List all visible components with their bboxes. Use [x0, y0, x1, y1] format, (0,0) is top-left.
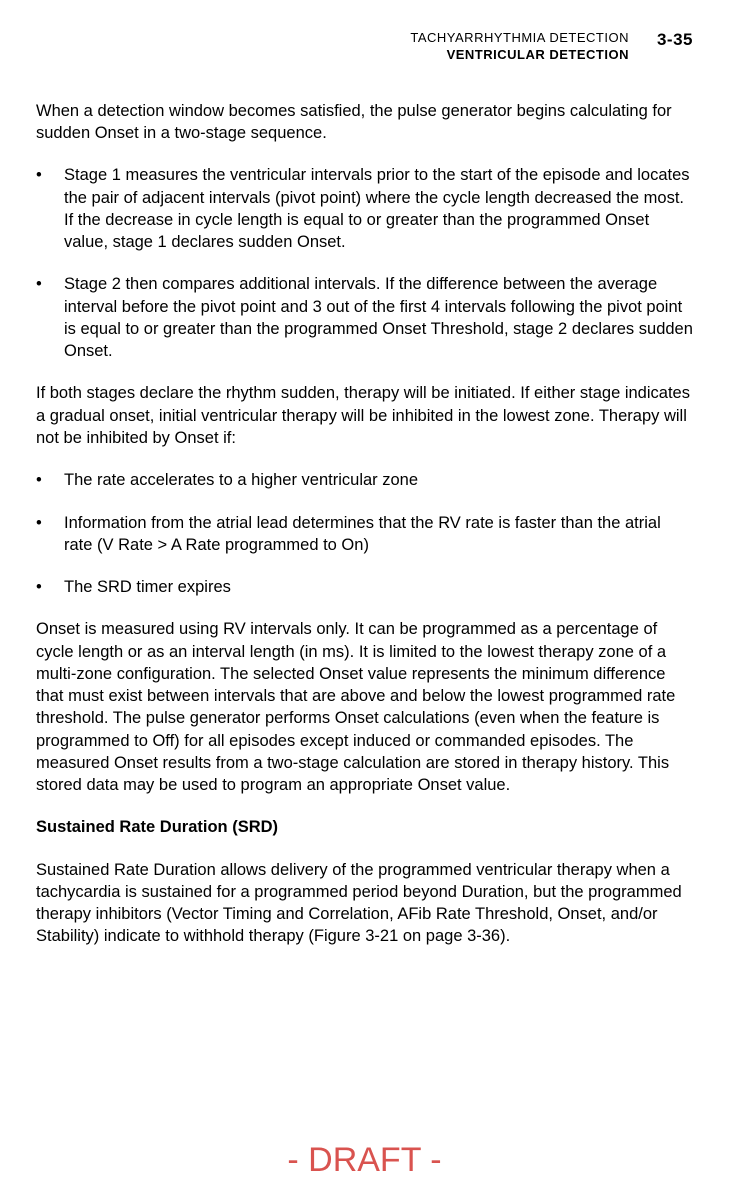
bullet-item: • The SRD timer expires [36, 576, 693, 598]
bullet-item: • Stage 2 then compares additional inter… [36, 273, 693, 362]
draft-watermark: - DRAFT - [0, 1141, 729, 1180]
paragraph-4: Sustained Rate Duration allows delivery … [36, 859, 693, 948]
bullet-text: Stage 2 then compares additional interva… [64, 273, 693, 362]
bullet-marker: • [36, 469, 64, 491]
bullet-text: The rate accelerates to a higher ventric… [64, 469, 693, 491]
bullet-marker: • [36, 576, 64, 598]
bullet-list-2: • The rate accelerates to a higher ventr… [36, 469, 693, 598]
bullet-item: • Stage 1 measures the ventricular inter… [36, 164, 693, 253]
section-heading-srd: Sustained Rate Duration (SRD) [36, 816, 693, 838]
body-text: When a detection window becomes satisfie… [36, 100, 693, 948]
bullet-text: Stage 1 measures the ventricular interva… [64, 164, 693, 253]
bullet-text: The SRD timer expires [64, 576, 693, 598]
bullet-list-1: • Stage 1 measures the ventricular inter… [36, 164, 693, 362]
header-line-1: TACHYARRHYTHMIA DETECTION [410, 30, 629, 47]
paragraph-2: If both stages declare the rhythm sudden… [36, 382, 693, 449]
paragraph-3: Onset is measured using RV intervals onl… [36, 618, 693, 796]
header-line-2: VENTRICULAR DETECTION [410, 47, 629, 64]
bullet-marker: • [36, 273, 64, 362]
page-container: TACHYARRHYTHMIA DETECTION VENTRICULAR DE… [0, 0, 729, 948]
bullet-marker: • [36, 512, 64, 557]
bullet-item: • Information from the atrial lead deter… [36, 512, 693, 557]
page-header: TACHYARRHYTHMIA DETECTION VENTRICULAR DE… [36, 30, 693, 64]
header-titles: TACHYARRHYTHMIA DETECTION VENTRICULAR DE… [410, 30, 629, 64]
page-number: 3-35 [657, 30, 693, 50]
bullet-text: Information from the atrial lead determi… [64, 512, 693, 557]
bullet-marker: • [36, 164, 64, 253]
bullet-item: • The rate accelerates to a higher ventr… [36, 469, 693, 491]
paragraph-1: When a detection window becomes satisfie… [36, 100, 693, 145]
